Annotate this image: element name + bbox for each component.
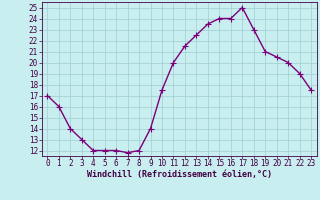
X-axis label: Windchill (Refroidissement éolien,°C): Windchill (Refroidissement éolien,°C) — [87, 170, 272, 179]
